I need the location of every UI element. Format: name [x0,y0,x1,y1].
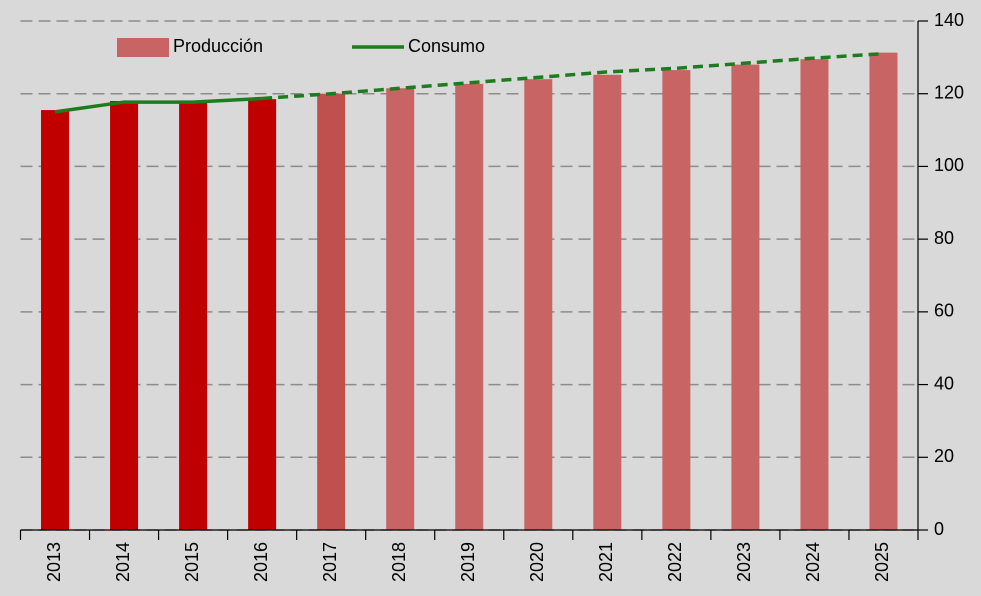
line [262,51,884,101]
x-tick-label: 2016 [251,542,271,582]
y-tick-label: 0 [934,519,944,539]
x-tick-label: 2024 [803,542,823,582]
bar [662,70,691,530]
legend-label: Consumo [408,36,485,56]
x-tick-label: 2019 [458,542,478,582]
x-tick-label: 2020 [527,542,547,582]
legend-label: Producción [173,36,263,56]
x-tick-label: 2022 [665,542,685,582]
x-tick-label: 2018 [389,542,409,582]
bar [179,102,208,530]
line [54,96,263,114]
x-tick-label: 2013 [44,542,64,582]
legend-swatch [117,38,169,57]
x-tick-label: 2023 [734,542,754,582]
bar [41,110,70,530]
y-tick-label: 80 [934,228,954,248]
bar [593,74,622,531]
x-tick-label: 2025 [872,542,892,582]
bar [248,99,277,531]
bar [731,64,760,530]
bar [110,100,139,530]
y-tick-label: 40 [934,373,954,393]
bar [386,88,415,530]
bar [800,59,829,531]
y-tick-label: 140 [934,10,964,30]
bar [455,83,484,530]
x-tick-label: 2015 [182,542,202,582]
x-tick-label: 2021 [596,542,616,582]
x-tick-label: 2014 [113,542,133,582]
y-tick-label: 120 [934,82,964,102]
y-tick-label: 100 [934,155,964,175]
y-tick-label: 60 [934,301,954,321]
bar [317,93,346,530]
bar [524,79,553,531]
x-tick-label: 2017 [320,542,340,582]
y-tick-label: 20 [934,446,954,466]
bar [869,52,898,531]
